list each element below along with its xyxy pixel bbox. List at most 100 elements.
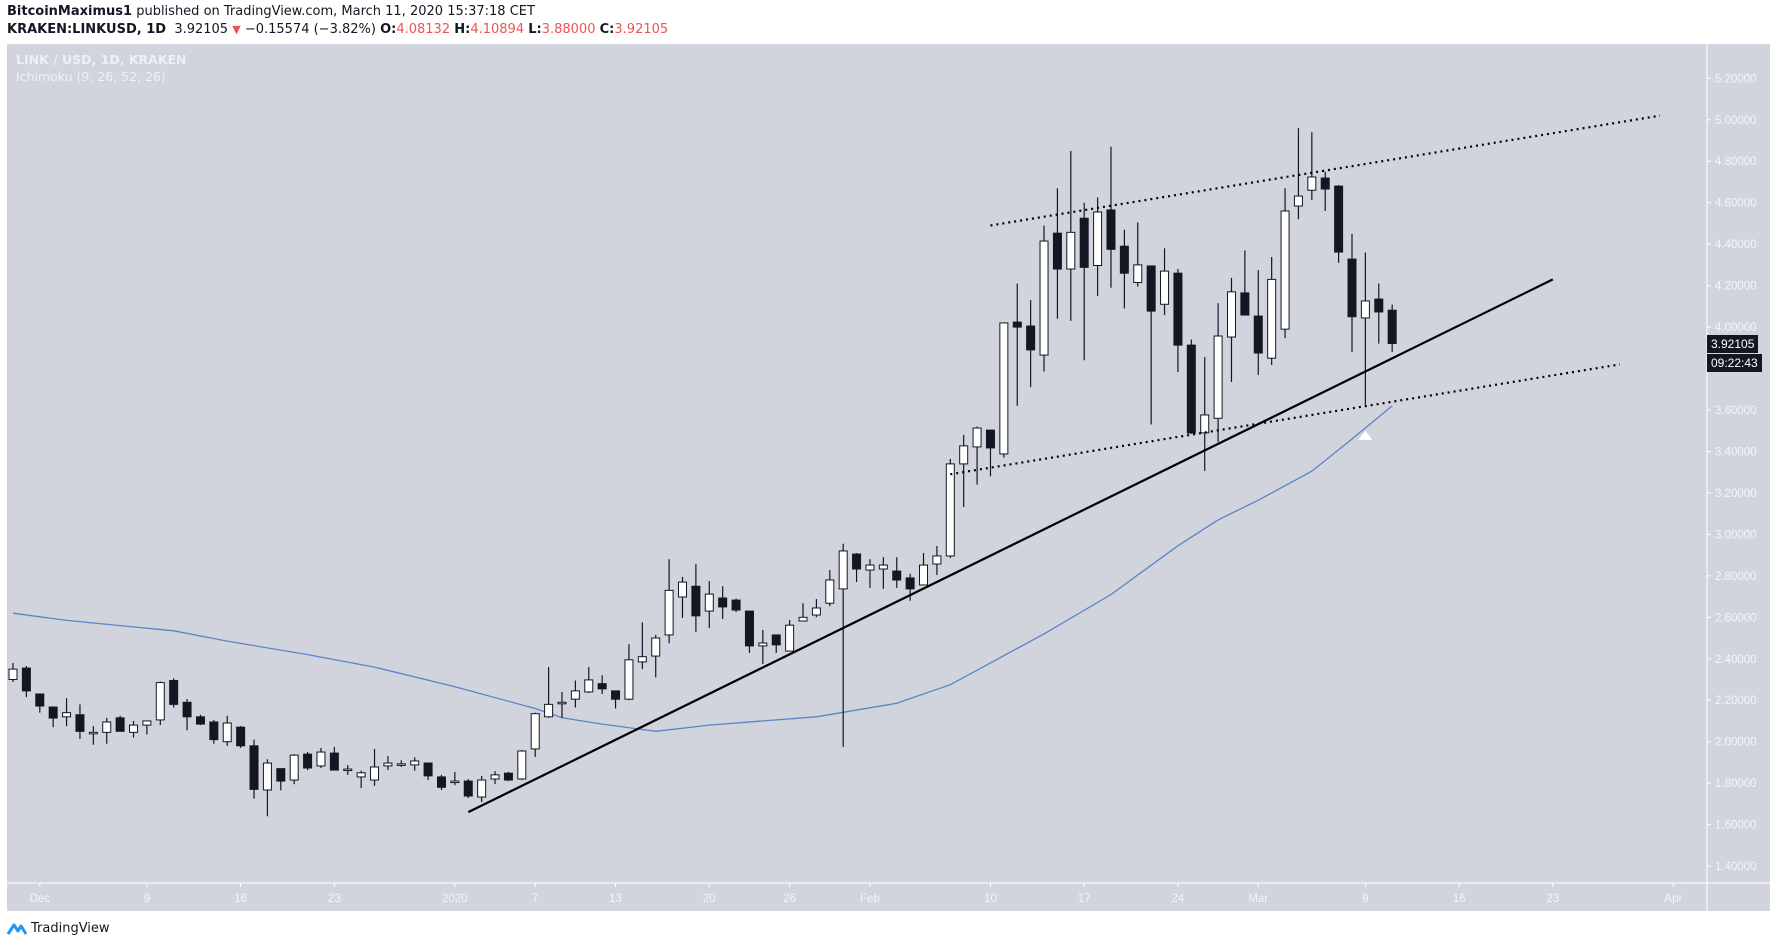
- candle-body[interactable]: [838, 550, 848, 590]
- candle-body[interactable]: [1106, 209, 1116, 250]
- candle-body[interactable]: [1226, 291, 1236, 338]
- candle-body[interactable]: [383, 762, 393, 767]
- candle-body[interactable]: [945, 463, 955, 557]
- candle-body[interactable]: [758, 642, 768, 647]
- publisher-name[interactable]: BitcoinMaximus1: [7, 4, 133, 19]
- candle-body[interactable]: [1267, 278, 1277, 359]
- candle-body[interactable]: [236, 726, 246, 747]
- candle-body[interactable]: [704, 593, 714, 612]
- candle-body[interactable]: [878, 564, 888, 570]
- candle-body[interactable]: [1200, 414, 1210, 434]
- candle-body[interactable]: [1307, 176, 1317, 191]
- candle-body[interactable]: [1253, 315, 1263, 354]
- candle-body[interactable]: [8, 668, 18, 680]
- candle-body[interactable]: [62, 712, 72, 718]
- candle-body[interactable]: [664, 589, 674, 636]
- candle-body[interactable]: [209, 721, 219, 741]
- candle-body[interactable]: [637, 656, 647, 663]
- candle-body[interactable]: [544, 703, 554, 718]
- channel-trendline[interactable]: [990, 114, 1661, 227]
- candle-body[interactable]: [75, 714, 85, 732]
- channel-trendline[interactable]: [950, 363, 1620, 476]
- candle-body[interactable]: [1173, 272, 1183, 346]
- candle-body[interactable]: [423, 762, 433, 777]
- candle-body[interactable]: [195, 716, 205, 725]
- candle-body[interactable]: [1347, 258, 1357, 318]
- candle-body[interactable]: [48, 706, 58, 719]
- candle-body[interactable]: [21, 667, 31, 692]
- candle-body[interactable]: [370, 766, 380, 781]
- candle-body[interactable]: [303, 753, 313, 769]
- candle-body[interactable]: [892, 570, 902, 581]
- candle-body[interactable]: [1320, 177, 1330, 190]
- candle-body[interactable]: [503, 772, 513, 781]
- candle-body[interactable]: [584, 679, 594, 693]
- candle-body[interactable]: [1146, 265, 1156, 312]
- tradingview-footer[interactable]: TradingView: [7, 921, 110, 936]
- candle-body[interactable]: [905, 577, 915, 590]
- candle-body[interactable]: [115, 717, 125, 732]
- candle-body[interactable]: [289, 754, 299, 781]
- candle-body[interactable]: [329, 752, 339, 771]
- candle-body[interactable]: [972, 427, 982, 448]
- candle-body[interactable]: [1280, 210, 1290, 330]
- legend-indicator[interactable]: Ichimoku (9, 26, 52, 26): [16, 69, 166, 84]
- candle-body[interactable]: [262, 762, 272, 791]
- candle-body[interactable]: [570, 690, 580, 700]
- candle-body[interactable]: [1387, 309, 1397, 344]
- candle-body[interactable]: [557, 701, 567, 705]
- candle-body[interactable]: [356, 772, 366, 778]
- candle-body[interactable]: [1360, 300, 1370, 319]
- candle-body[interactable]: [1066, 231, 1076, 270]
- candle-body[interactable]: [316, 751, 326, 767]
- candle-body[interactable]: [155, 682, 165, 721]
- chart-panel[interactable]: [7, 44, 1770, 911]
- candle-body[interactable]: [678, 581, 687, 598]
- candle-body[interactable]: [785, 624, 795, 652]
- candle-body[interactable]: [1186, 344, 1196, 434]
- candle-body[interactable]: [1213, 335, 1223, 419]
- candle-body[interactable]: [1133, 264, 1143, 284]
- candle-body[interactable]: [477, 779, 487, 798]
- candle-body[interactable]: [1039, 240, 1049, 356]
- candle-body[interactable]: [1374, 298, 1384, 313]
- candle-body[interactable]: [1334, 185, 1344, 253]
- candle-body[interactable]: [811, 607, 821, 616]
- candle-body[interactable]: [852, 553, 862, 570]
- candle-body[interactable]: [798, 616, 808, 622]
- candle-body[interactable]: [597, 683, 607, 690]
- candle-body[interactable]: [1240, 292, 1250, 316]
- candle-body[interactable]: [169, 680, 179, 705]
- candle-body[interactable]: [865, 564, 875, 571]
- candle-body[interactable]: [1079, 217, 1089, 268]
- candle-body[interactable]: [825, 579, 835, 604]
- candle-body[interactable]: [1026, 325, 1036, 351]
- candle-body[interactable]: [463, 780, 473, 797]
- candle-body[interactable]: [1293, 195, 1303, 207]
- candle-body[interactable]: [88, 731, 98, 735]
- candle-body[interactable]: [1052, 232, 1062, 270]
- candle-body[interactable]: [142, 720, 152, 726]
- candle-body[interactable]: [771, 634, 781, 646]
- candle-body[interactable]: [1093, 211, 1103, 267]
- candle-body[interactable]: [396, 763, 406, 766]
- candle-body[interactable]: [530, 713, 540, 750]
- candle-body[interactable]: [624, 659, 634, 700]
- candle-body[interactable]: [959, 445, 969, 465]
- candle-body[interactable]: [436, 776, 446, 788]
- candle-body[interactable]: [932, 555, 942, 565]
- candle-body[interactable]: [410, 760, 420, 766]
- candle-body[interactable]: [651, 637, 661, 657]
- candle-body[interactable]: [222, 722, 232, 743]
- candle-body[interactable]: [985, 429, 995, 449]
- candle-body[interactable]: [343, 768, 353, 772]
- candle-body[interactable]: [611, 690, 621, 700]
- candle-body[interactable]: [129, 724, 139, 733]
- candle-body[interactable]: [35, 693, 45, 707]
- candle-body[interactable]: [1160, 270, 1170, 305]
- candle-body[interactable]: [182, 701, 192, 718]
- candle-body[interactable]: [731, 599, 741, 611]
- candle-body[interactable]: [1012, 321, 1022, 328]
- candle-body[interactable]: [744, 610, 754, 647]
